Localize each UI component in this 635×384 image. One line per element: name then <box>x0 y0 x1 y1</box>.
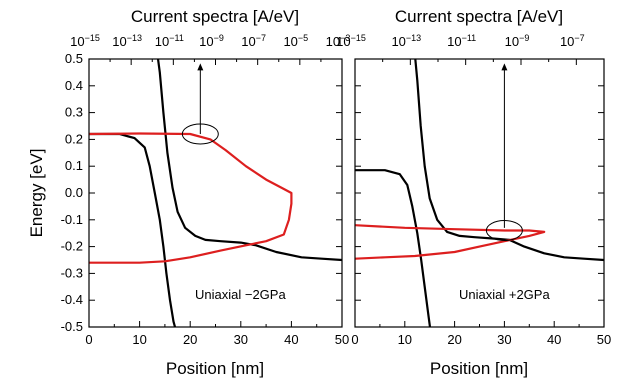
right-series-0-line <box>414 59 604 262</box>
left-series-1-line <box>89 132 177 327</box>
y-tick-label: -0.1 <box>61 212 83 227</box>
right-marker-ellipse <box>485 220 523 242</box>
y-axis-label: Energy [eV] <box>27 149 46 238</box>
left-series-2-line <box>89 132 293 264</box>
right-x-axis-label: Position [nm] <box>430 359 528 378</box>
right-x-tick-label: 0 <box>351 332 358 347</box>
left-x-tick-label: 50 <box>335 332 349 347</box>
y-tick-label: 0.0 <box>65 185 83 200</box>
y-tick-label: 0.3 <box>65 105 83 120</box>
right-x-tick-label: 50 <box>597 332 611 347</box>
y-tick-label: 0.5 <box>65 51 83 66</box>
right-x-tick-label: 20 <box>447 332 461 347</box>
right-x-tick-label: 40 <box>547 332 561 347</box>
y-tick-label: 0.2 <box>65 131 83 146</box>
left-x-tick-label: 10 <box>132 332 146 347</box>
left-x-tick-label: 0 <box>85 332 92 347</box>
y-tick-label: -0.4 <box>61 292 83 307</box>
y-tick-label: 0.1 <box>65 158 83 173</box>
y-tick-label: 0.4 <box>65 78 83 93</box>
left-arrow-head <box>197 63 204 71</box>
left-x-axis-label: Position [nm] <box>166 359 264 378</box>
left-x-tick-label: 40 <box>284 332 298 347</box>
right-series-2-line <box>355 224 546 260</box>
left-x-tick-label: 30 <box>234 332 248 347</box>
y-tick-label: -0.3 <box>61 265 83 280</box>
left-top-axis-title: Current spectra [A/eV] <box>131 7 299 26</box>
left-annotation: Uniaxial −2GPa <box>195 287 286 302</box>
left-marker-ellipse <box>181 123 219 145</box>
right-top-axis-title: Current spectra [A/eV] <box>395 7 563 26</box>
left-x-tick-label: 20 <box>183 332 197 347</box>
y-tick-label: -0.5 <box>61 319 83 334</box>
right-x-tick-label: 30 <box>497 332 511 347</box>
right-series-1-line <box>355 169 432 327</box>
right-x-tick-label: 10 <box>398 332 412 347</box>
y-tick-label: -0.2 <box>61 239 83 254</box>
right-arrow-head <box>501 63 508 71</box>
right-annotation: Uniaxial +2GPa <box>459 287 550 302</box>
